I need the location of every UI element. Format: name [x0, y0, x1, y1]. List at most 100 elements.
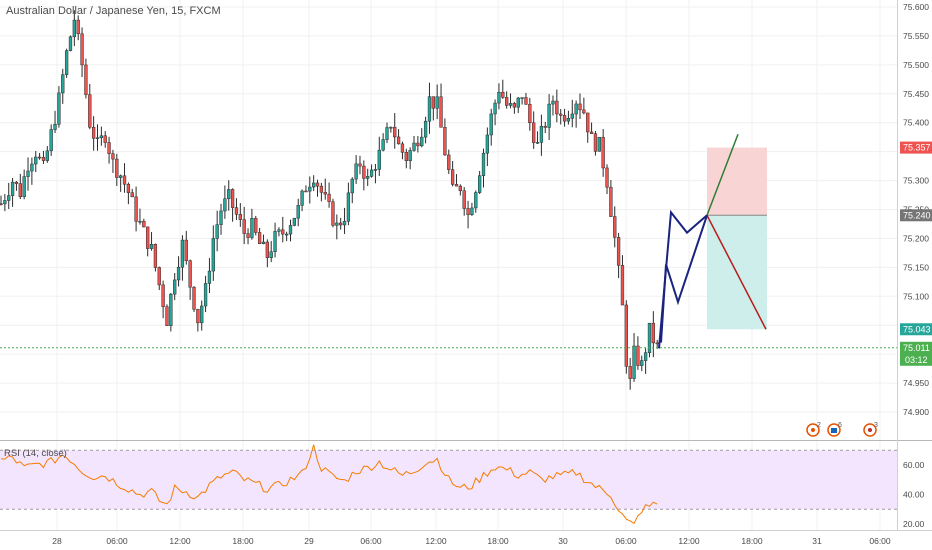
candle-body — [350, 178, 354, 194]
candle-body — [134, 196, 138, 222]
candle — [381, 133, 385, 152]
candle-body — [37, 156, 42, 159]
candle-body — [651, 322, 655, 344]
candle-body — [632, 345, 636, 379]
candle — [578, 93, 582, 120]
candle-body — [335, 222, 339, 226]
candle — [373, 163, 378, 184]
candle — [72, 10, 76, 47]
time-axis-label: 06:00 — [869, 536, 891, 546]
candle-body — [431, 96, 435, 109]
candle — [257, 227, 262, 245]
news-icon[interactable]: 6 — [827, 422, 842, 437]
candle-body — [466, 208, 470, 215]
candle-body — [516, 97, 520, 108]
candle-body — [200, 305, 204, 324]
candle-body — [396, 136, 401, 145]
candle-body — [400, 143, 405, 153]
target-zone[interactable] — [707, 147, 767, 216]
candle-body — [64, 50, 69, 75]
candle-body — [501, 91, 505, 98]
price-axis-label: 75.150 — [903, 262, 929, 272]
candle-body — [389, 126, 393, 129]
stop-price-tag: 75.043 — [900, 323, 932, 336]
candle-body — [30, 163, 34, 172]
candle-body — [84, 64, 88, 95]
candle — [207, 258, 212, 294]
candle — [269, 241, 273, 263]
event-badges[interactable]: 2 6 3 — [806, 422, 878, 437]
dividend-icon[interactable]: 2 — [806, 422, 821, 437]
candle — [37, 152, 42, 160]
candle-body — [146, 226, 150, 249]
symbol-title[interactable]: Australian Dollar / Japanese Yen, 15, FX… — [6, 5, 221, 17]
candle — [173, 273, 177, 301]
time-axis-label: 31 — [812, 536, 822, 546]
bull-arrow[interactable] — [706, 134, 739, 216]
candle — [385, 122, 389, 144]
candle-body — [180, 239, 185, 268]
price-axis-label: 74.950 — [903, 378, 929, 388]
candle — [14, 181, 19, 191]
candle-body — [277, 229, 281, 232]
candle-body — [435, 96, 439, 109]
candle-body — [458, 185, 462, 192]
candle-body — [393, 126, 397, 138]
candle — [350, 177, 354, 204]
candle — [505, 91, 509, 109]
candle — [454, 174, 459, 187]
entry-price-tag: 75.240 — [900, 209, 932, 222]
candle — [277, 227, 281, 237]
candle-body — [22, 176, 26, 197]
candle-body — [304, 190, 308, 193]
rsi-line — [0, 444, 658, 525]
bear-arrow[interactable] — [706, 214, 767, 330]
candle — [203, 275, 208, 313]
candle-body — [481, 152, 486, 176]
candle-body — [640, 360, 644, 366]
candle — [647, 322, 652, 358]
candle — [439, 83, 443, 128]
candle — [551, 95, 555, 116]
candle — [474, 190, 478, 213]
candles — [0, 10, 659, 390]
time-axis-label: 29 — [304, 536, 314, 546]
candle — [489, 108, 493, 146]
candle — [176, 256, 181, 287]
time-axis-labels[interactable]: 28 06:00 12:00 18:00 29 06:00 12:00 18:00 30 06:0… — [52, 536, 891, 546]
projection-path-alt[interactable] — [660, 214, 708, 343]
candle — [284, 231, 289, 242]
candle — [582, 97, 586, 115]
candle — [462, 187, 466, 216]
candle — [447, 149, 451, 174]
rsi-title[interactable]: RSI (14, close) — [4, 448, 67, 459]
candle-body — [10, 181, 15, 196]
time-axis-label: 12:00 — [425, 536, 447, 546]
target-price-tag: 75.357 — [900, 141, 932, 154]
candle — [119, 174, 123, 192]
candle — [643, 348, 648, 374]
candle-body — [420, 136, 424, 147]
candle — [366, 168, 370, 187]
candle-body — [72, 19, 76, 38]
candle — [470, 202, 474, 216]
candle-body — [138, 220, 142, 223]
projection-path[interactable] — [658, 209, 708, 349]
candle-body — [477, 175, 482, 193]
candle — [547, 94, 551, 140]
candle — [149, 232, 154, 251]
candle-body — [80, 33, 84, 66]
price-axis-label: 75.200 — [903, 233, 929, 243]
candle-body — [566, 118, 571, 122]
candle-body — [273, 231, 277, 252]
candle — [431, 96, 435, 121]
candle-body — [76, 19, 80, 35]
candle-body — [41, 157, 46, 161]
candle-body — [257, 232, 262, 244]
candle — [130, 188, 134, 198]
candle-body — [532, 122, 536, 143]
candle-body — [574, 103, 578, 115]
news-count: 6 — [838, 422, 842, 429]
event-icon[interactable]: 3 — [863, 422, 878, 437]
